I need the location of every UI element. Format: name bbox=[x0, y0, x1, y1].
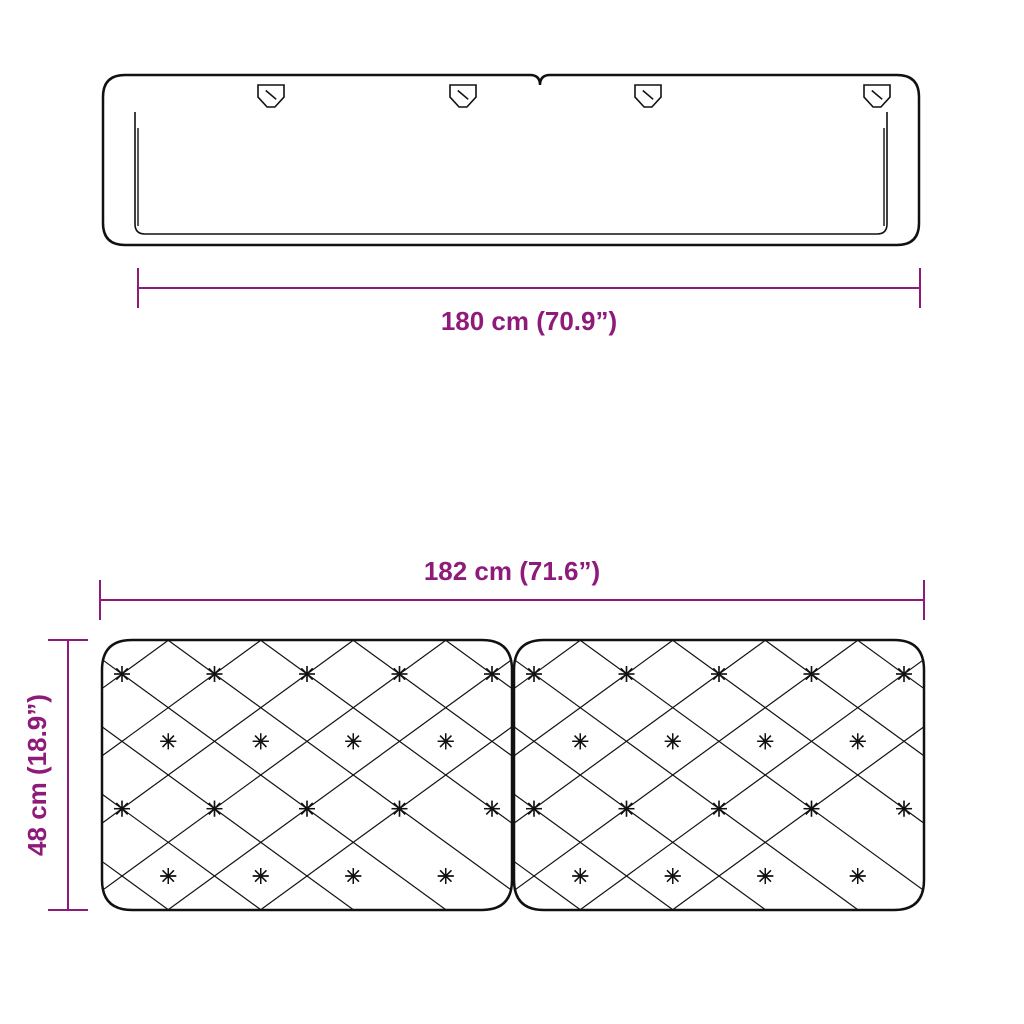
top-inner-outline bbox=[135, 112, 887, 234]
front-panel-left-diag1 bbox=[215, 405, 955, 944]
mounting-clip-2 bbox=[635, 85, 661, 107]
front-panel-right-diag2 bbox=[0, 405, 534, 944]
front-panel-right-diag1 bbox=[627, 405, 1024, 944]
dim-width-180-label: 180 cm (70.9”) bbox=[441, 306, 617, 336]
front-panel-left-diag1 bbox=[0, 405, 492, 944]
front-panel-left-tufts bbox=[114, 666, 500, 884]
front-panel-left-tuft-2-1 bbox=[207, 801, 223, 817]
front-panel-left-tuft-3-1 bbox=[253, 868, 269, 884]
front-panel-right-tuft-1-1 bbox=[665, 733, 681, 749]
front-panel-left-diag2 bbox=[0, 405, 215, 944]
front-panel-left-diag1 bbox=[0, 405, 307, 944]
front-panel-right-tuft-0-3 bbox=[804, 666, 820, 682]
front-panel-left-tuft-0-0 bbox=[114, 666, 130, 682]
front-panel-left-tuft-2-2 bbox=[299, 801, 315, 817]
front-panel-left-tuft-3-2 bbox=[345, 868, 361, 884]
front-panel-left-diag2 bbox=[0, 405, 400, 944]
front-panel-right-tuft-2-1 bbox=[619, 801, 635, 817]
front-panel-left-tuft-3-3 bbox=[438, 868, 454, 884]
dim-width-180: 180 cm (70.9”) bbox=[138, 268, 920, 336]
front-panel-left-diag2 bbox=[0, 405, 307, 944]
front-panel-right-diag2 bbox=[627, 405, 1024, 944]
front-panel-right-tuft-1-3 bbox=[850, 733, 866, 749]
front-panel-left-diag1 bbox=[0, 405, 215, 944]
front-panel-left-tuft-1-2 bbox=[345, 733, 361, 749]
front-panel-right-tuft-3-1 bbox=[665, 868, 681, 884]
mounting-clip-3 bbox=[864, 85, 890, 107]
front-panel-left-tuft-0-4 bbox=[484, 666, 500, 682]
front-panel-right-tuft-2-4 bbox=[896, 801, 912, 817]
dim-height-48-label: 48 cm (18.9”) bbox=[22, 694, 52, 856]
front-panel-left-tuft-2-4 bbox=[484, 801, 500, 817]
front-panel-left-tuft-1-3 bbox=[438, 733, 454, 749]
front-panel-right-tuft-2-2 bbox=[711, 801, 727, 817]
dim-width-182-label: 182 cm (71.6”) bbox=[424, 556, 600, 586]
front-panel-left-diag1 bbox=[0, 405, 400, 944]
dim-height-48: 48 cm (18.9”) bbox=[22, 640, 88, 910]
front-panel-right-tuft-1-2 bbox=[757, 733, 773, 749]
front-panel-right-diag2 bbox=[0, 405, 719, 944]
front-panel-left-diag2 bbox=[0, 405, 492, 944]
front-panel-right-tuft-0-4 bbox=[896, 666, 912, 682]
front-panel-right-tuft-0-2 bbox=[711, 666, 727, 682]
front-panel-left-tuft-0-2 bbox=[299, 666, 315, 682]
front-panel-left-tuft-1-1 bbox=[253, 733, 269, 749]
mounting-clip-0 bbox=[258, 85, 284, 107]
front-panel-left-tuft-3-0 bbox=[160, 868, 176, 884]
front-panel-right-tuft-3-0 bbox=[572, 868, 588, 884]
mounting-clip-1 bbox=[450, 85, 476, 107]
front-panel-right-tuft-3-3 bbox=[850, 868, 866, 884]
front-panel-right-diag1 bbox=[0, 405, 719, 944]
front-panel-right-tuft-2-0 bbox=[526, 801, 542, 817]
front-panel-left-tuft-2-3 bbox=[392, 801, 408, 817]
front-panel-left-tuft-0-1 bbox=[207, 666, 223, 682]
front-panel-right-tuft-1-0 bbox=[572, 733, 588, 749]
front-panel-right-diag2 bbox=[72, 405, 812, 944]
front-panel-right-tufts bbox=[526, 666, 912, 884]
dim-width-182: 182 cm (71.6”) bbox=[100, 556, 924, 620]
front-panel-right-diag1 bbox=[0, 405, 534, 944]
front-panel-left-tuft-1-0 bbox=[160, 733, 176, 749]
front-panel-right-tuft-0-1 bbox=[619, 666, 635, 682]
top-outer-outline bbox=[103, 75, 919, 245]
front-panel-right-tuft-0-0 bbox=[526, 666, 542, 682]
front-panel-left-tuft-0-3 bbox=[392, 666, 408, 682]
front-panel-left-tuft-2-0 bbox=[114, 801, 130, 817]
top-view bbox=[103, 75, 919, 245]
front-panel-right-tuft-2-3 bbox=[804, 801, 820, 817]
front-panel-right-tuft-3-2 bbox=[757, 868, 773, 884]
